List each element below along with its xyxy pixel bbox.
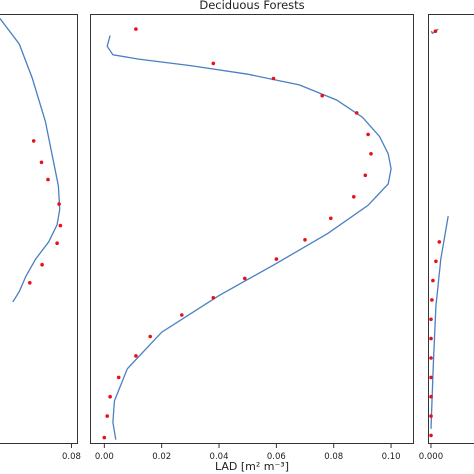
- data-point: [271, 76, 276, 81]
- data-point: [431, 278, 435, 283]
- data-point: [320, 93, 325, 98]
- data-point: [134, 354, 138, 358]
- x-tick-label: 0.02: [152, 452, 171, 462]
- data-point: [363, 173, 368, 178]
- data-point: [433, 29, 438, 33]
- data-point: [102, 435, 107, 440]
- x-tick-label: 0.08: [62, 452, 81, 462]
- panel-left: 0.08: [0, 14, 81, 462]
- data-point: [429, 394, 433, 399]
- plot-frame: [90, 14, 414, 444]
- panel-right: 0.000: [419, 14, 474, 462]
- data-point: [429, 317, 433, 322]
- plot-frame: [428, 14, 474, 444]
- data-point: [58, 223, 63, 228]
- data-point: [429, 375, 433, 380]
- x-tick-label: 0.06: [267, 452, 286, 462]
- plot-frame: [0, 14, 78, 444]
- data-point: [211, 296, 216, 300]
- profile-curve: [0, 17, 61, 303]
- data-point: [366, 132, 370, 137]
- data-point: [429, 414, 433, 418]
- data-point: [39, 160, 44, 165]
- data-point: [116, 375, 121, 380]
- data-point: [108, 394, 112, 399]
- chart-title: Deciduous Forests: [199, 0, 304, 12]
- data-point: [134, 27, 138, 31]
- data-point: [180, 313, 184, 317]
- profile-curve: [106, 35, 392, 440]
- x-tick-label: 0.000: [419, 452, 443, 462]
- data-point: [28, 281, 32, 285]
- data-point: [40, 262, 44, 267]
- data-point: [46, 177, 50, 182]
- data-point: [429, 433, 433, 438]
- data-point: [352, 195, 356, 199]
- x-tick-label: 0.04: [210, 452, 229, 462]
- data-point: [437, 240, 442, 244]
- data-point: [243, 276, 247, 281]
- x-tick-label: 0.00: [95, 452, 114, 462]
- data-point: [329, 216, 333, 221]
- data-point: [274, 257, 279, 261]
- x-tick-label: 0.10: [382, 452, 401, 462]
- data-point: [57, 202, 61, 206]
- x-axis-label: LAD [m² m⁻³]: [215, 460, 289, 473]
- data-point: [31, 139, 36, 143]
- data-point: [430, 298, 434, 302]
- data-point: [148, 334, 152, 339]
- profile-curve: [430, 215, 449, 429]
- data-point: [434, 259, 438, 264]
- data-point: [429, 356, 433, 360]
- x-tick-label: 0.08: [324, 452, 343, 462]
- panel-deciduous-forests: 0.00 0.02 0.04 0.06 0.08 0.10 Deciduous Forest…: [90, 0, 414, 473]
- data-point: [303, 238, 307, 242]
- data-point: [369, 152, 373, 156]
- data-point: [55, 241, 59, 245]
- data-point: [105, 414, 109, 418]
- data-point: [429, 336, 433, 341]
- data-point: [211, 61, 216, 66]
- data-point: [354, 111, 359, 115]
